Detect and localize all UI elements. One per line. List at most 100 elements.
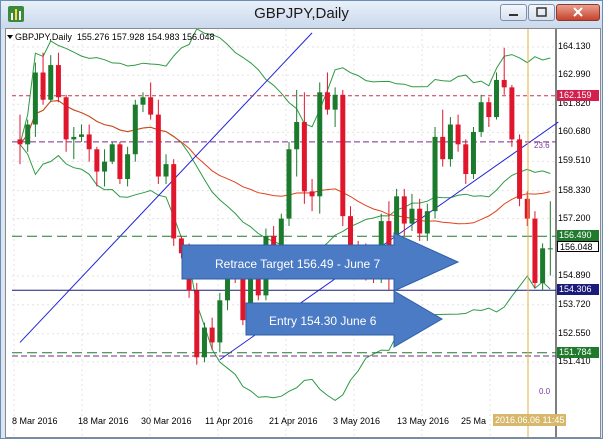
- price-axis-label: 154.890: [558, 269, 591, 280]
- candle-body: [286, 149, 292, 219]
- price-axis-label: 157.200: [558, 212, 591, 223]
- price-axis-label: 162.990: [558, 69, 591, 80]
- candle-body: [102, 161, 108, 172]
- candle-body: [478, 102, 484, 132]
- symbol-label: GBPJPY,Daily: [15, 32, 72, 42]
- price-tag: 151.784: [557, 346, 599, 358]
- date-axis-label: 13 May 2016: [397, 416, 450, 426]
- candle-body: [470, 131, 476, 175]
- date-axis-label: 21 Apr 2016: [269, 416, 318, 426]
- candle-body: [294, 122, 300, 150]
- minimize-button[interactable]: [500, 4, 527, 21]
- candle-body: [132, 104, 138, 155]
- candle-body: [201, 327, 207, 358]
- candle-body: [117, 144, 123, 179]
- candle-body: [55, 65, 61, 98]
- candle-body: [32, 72, 38, 125]
- candle-body: [486, 102, 492, 118]
- candle-body: [278, 218, 284, 249]
- candle-body: [248, 268, 254, 321]
- candle-body: [501, 79, 507, 88]
- window-title: GBPJPY,Daily: [254, 5, 349, 22]
- price-tag: 156.048: [557, 241, 599, 253]
- date-axis-label: 30 Mar 2016: [141, 416, 192, 426]
- price-tag: 156.490: [557, 230, 599, 242]
- candle-body: [524, 198, 530, 219]
- candle-body: [255, 268, 261, 296]
- date-cursor-label: 2016.06.06 11:45: [493, 414, 567, 426]
- candle-body: [48, 65, 54, 100]
- candle-body: [140, 97, 146, 105]
- chart-info-marker: [7, 35, 13, 39]
- date-axis-label: 3 May 2016: [333, 416, 381, 426]
- candle-body: [163, 164, 169, 177]
- price-axis-label: 159.510: [558, 155, 591, 166]
- candle-body: [109, 144, 115, 162]
- title-bar[interactable]: GBPJPY,Daily: [1, 1, 602, 29]
- candle-body: [240, 275, 246, 321]
- candle-body: [494, 79, 500, 118]
- candle-body: [547, 248, 553, 250]
- trendline-upper: [19, 32, 313, 343]
- candle-body: [417, 208, 423, 234]
- candle-body: [463, 144, 469, 175]
- candle-body: [217, 300, 223, 343]
- entry-arrow: [245, 290, 443, 348]
- candle-body: [447, 124, 453, 160]
- date-axis-label: 25 Ma: [461, 416, 487, 426]
- candle-body: [148, 97, 154, 115]
- price-axis-label: 160.680: [558, 126, 591, 137]
- chart-window-icon: [8, 6, 24, 22]
- ohlc-values: 155.276 157.928 154.983 156.048: [76, 32, 215, 42]
- bollinger-lower-line: [19, 143, 551, 402]
- candle-body: [271, 235, 277, 249]
- price-axis-label: 161.820: [558, 98, 591, 109]
- price-axis-label: 158.330: [558, 184, 591, 195]
- candle-body: [517, 139, 523, 199]
- candle-body: [309, 191, 315, 197]
- minimize-icon: [509, 14, 518, 16]
- date-axis-label: 11 Apr 2016: [205, 416, 253, 426]
- candle-body: [178, 238, 184, 254]
- candle-body: [401, 196, 407, 224]
- candle-body: [209, 327, 215, 343]
- maximize-button[interactable]: [528, 4, 555, 21]
- price-axis-label: 164.130: [558, 41, 591, 51]
- candle-body: [301, 122, 307, 192]
- chart-info: GBPJPY,Daily 155.276 157.928 154.983 156…: [15, 32, 215, 42]
- candle-body: [432, 136, 438, 212]
- moving-average-line: [19, 100, 551, 225]
- chart-area[interactable]: [5, 28, 601, 438]
- fib-level-0-0: 0.0: [539, 387, 551, 396]
- candle-body: [347, 216, 353, 259]
- candle-body: [63, 97, 69, 140]
- candle-body: [171, 164, 177, 239]
- candle-body: [155, 114, 161, 177]
- date-axis-label: 18 Mar 2016: [78, 416, 129, 426]
- close-icon: [573, 7, 583, 17]
- candle-body: [455, 124, 461, 145]
- candlestick-chart[interactable]: [6, 29, 600, 437]
- candle-body: [71, 136, 77, 140]
- candle-body: [440, 136, 446, 160]
- candle-body: [332, 94, 338, 110]
- maximize-icon: [536, 7, 547, 17]
- bollinger-upper-line: [19, 29, 551, 145]
- price-tag: 162.159: [557, 89, 599, 101]
- entry-label: Entry 154.30 June 6: [269, 314, 377, 328]
- close-button[interactable]: [556, 4, 600, 21]
- price-tag: 154.306: [557, 284, 599, 296]
- candle-body: [340, 94, 346, 217]
- candle-body: [225, 265, 231, 301]
- candle-body: [94, 149, 100, 172]
- candle-body: [409, 208, 415, 224]
- candle-body: [540, 248, 546, 284]
- candle-body: [324, 92, 330, 110]
- candle-body: [86, 134, 92, 150]
- candle-body: [78, 134, 84, 137]
- candle-body: [424, 211, 430, 234]
- candle-body: [17, 139, 23, 145]
- candle-body: [194, 290, 200, 358]
- price-axis-label: 153.720: [558, 298, 591, 309]
